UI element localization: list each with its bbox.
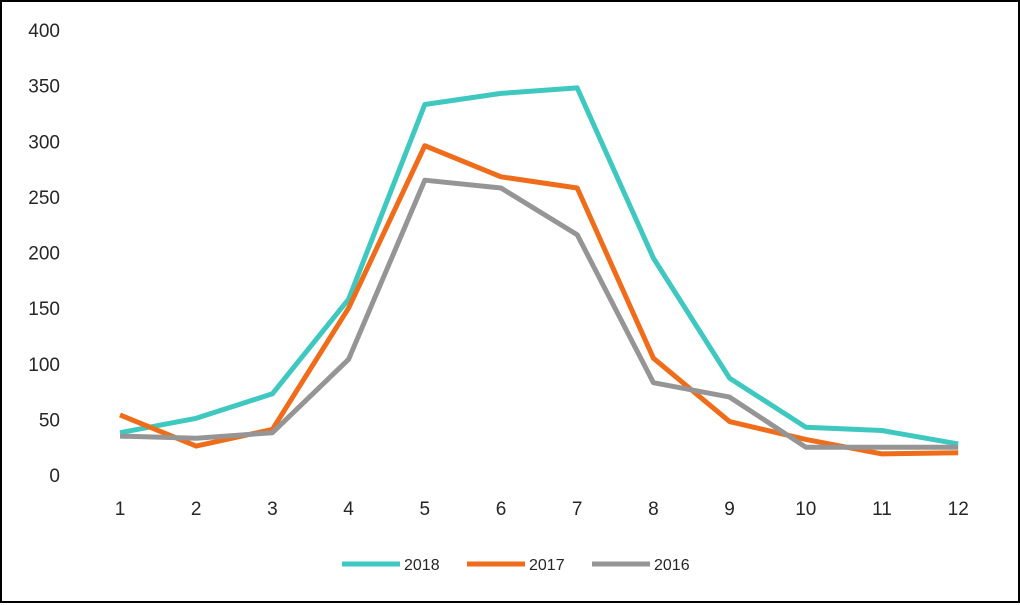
legend-label-2016: 2016 xyxy=(654,557,690,574)
x-tick-label: 1 xyxy=(115,499,126,520)
y-tick-label: 350 xyxy=(28,77,60,98)
legend: 2018 2017 2016 xyxy=(342,557,690,574)
y-tick-label: 200 xyxy=(28,244,60,265)
x-tick-label: 2 xyxy=(191,499,202,520)
y-axis-ticks: 0 50 100 150 200 250 300 350 400 xyxy=(28,21,60,487)
x-tick-label: 12 xyxy=(948,499,969,520)
x-tick-label: 5 xyxy=(420,499,431,520)
x-axis-ticks: 1 2 3 4 5 6 7 8 9 10 11 12 xyxy=(115,499,969,520)
y-tick-label: 250 xyxy=(28,188,60,209)
y-tick-label: 0 xyxy=(49,466,60,487)
series-lines xyxy=(119,85,959,457)
x-tick-label: 10 xyxy=(795,499,816,520)
series-line-2017 xyxy=(119,143,959,457)
y-tick-label: 50 xyxy=(39,410,60,431)
series-line-2018 xyxy=(119,85,959,447)
x-tick-label: 9 xyxy=(724,499,735,520)
y-tick-label: 100 xyxy=(28,355,60,376)
x-tick-label: 3 xyxy=(267,499,278,520)
x-tick-label: 4 xyxy=(343,499,354,520)
x-tick-label: 7 xyxy=(572,499,583,520)
series-line-2016 xyxy=(119,177,959,450)
x-tick-label: 6 xyxy=(496,499,507,520)
legend-label-2018: 2018 xyxy=(404,557,440,574)
legend-label-2017: 2017 xyxy=(529,557,565,574)
y-tick-label: 150 xyxy=(28,299,60,320)
x-tick-label: 8 xyxy=(648,499,659,520)
y-tick-label: 400 xyxy=(28,21,60,42)
y-tick-label: 300 xyxy=(28,132,60,153)
x-tick-label: 11 xyxy=(872,499,892,520)
